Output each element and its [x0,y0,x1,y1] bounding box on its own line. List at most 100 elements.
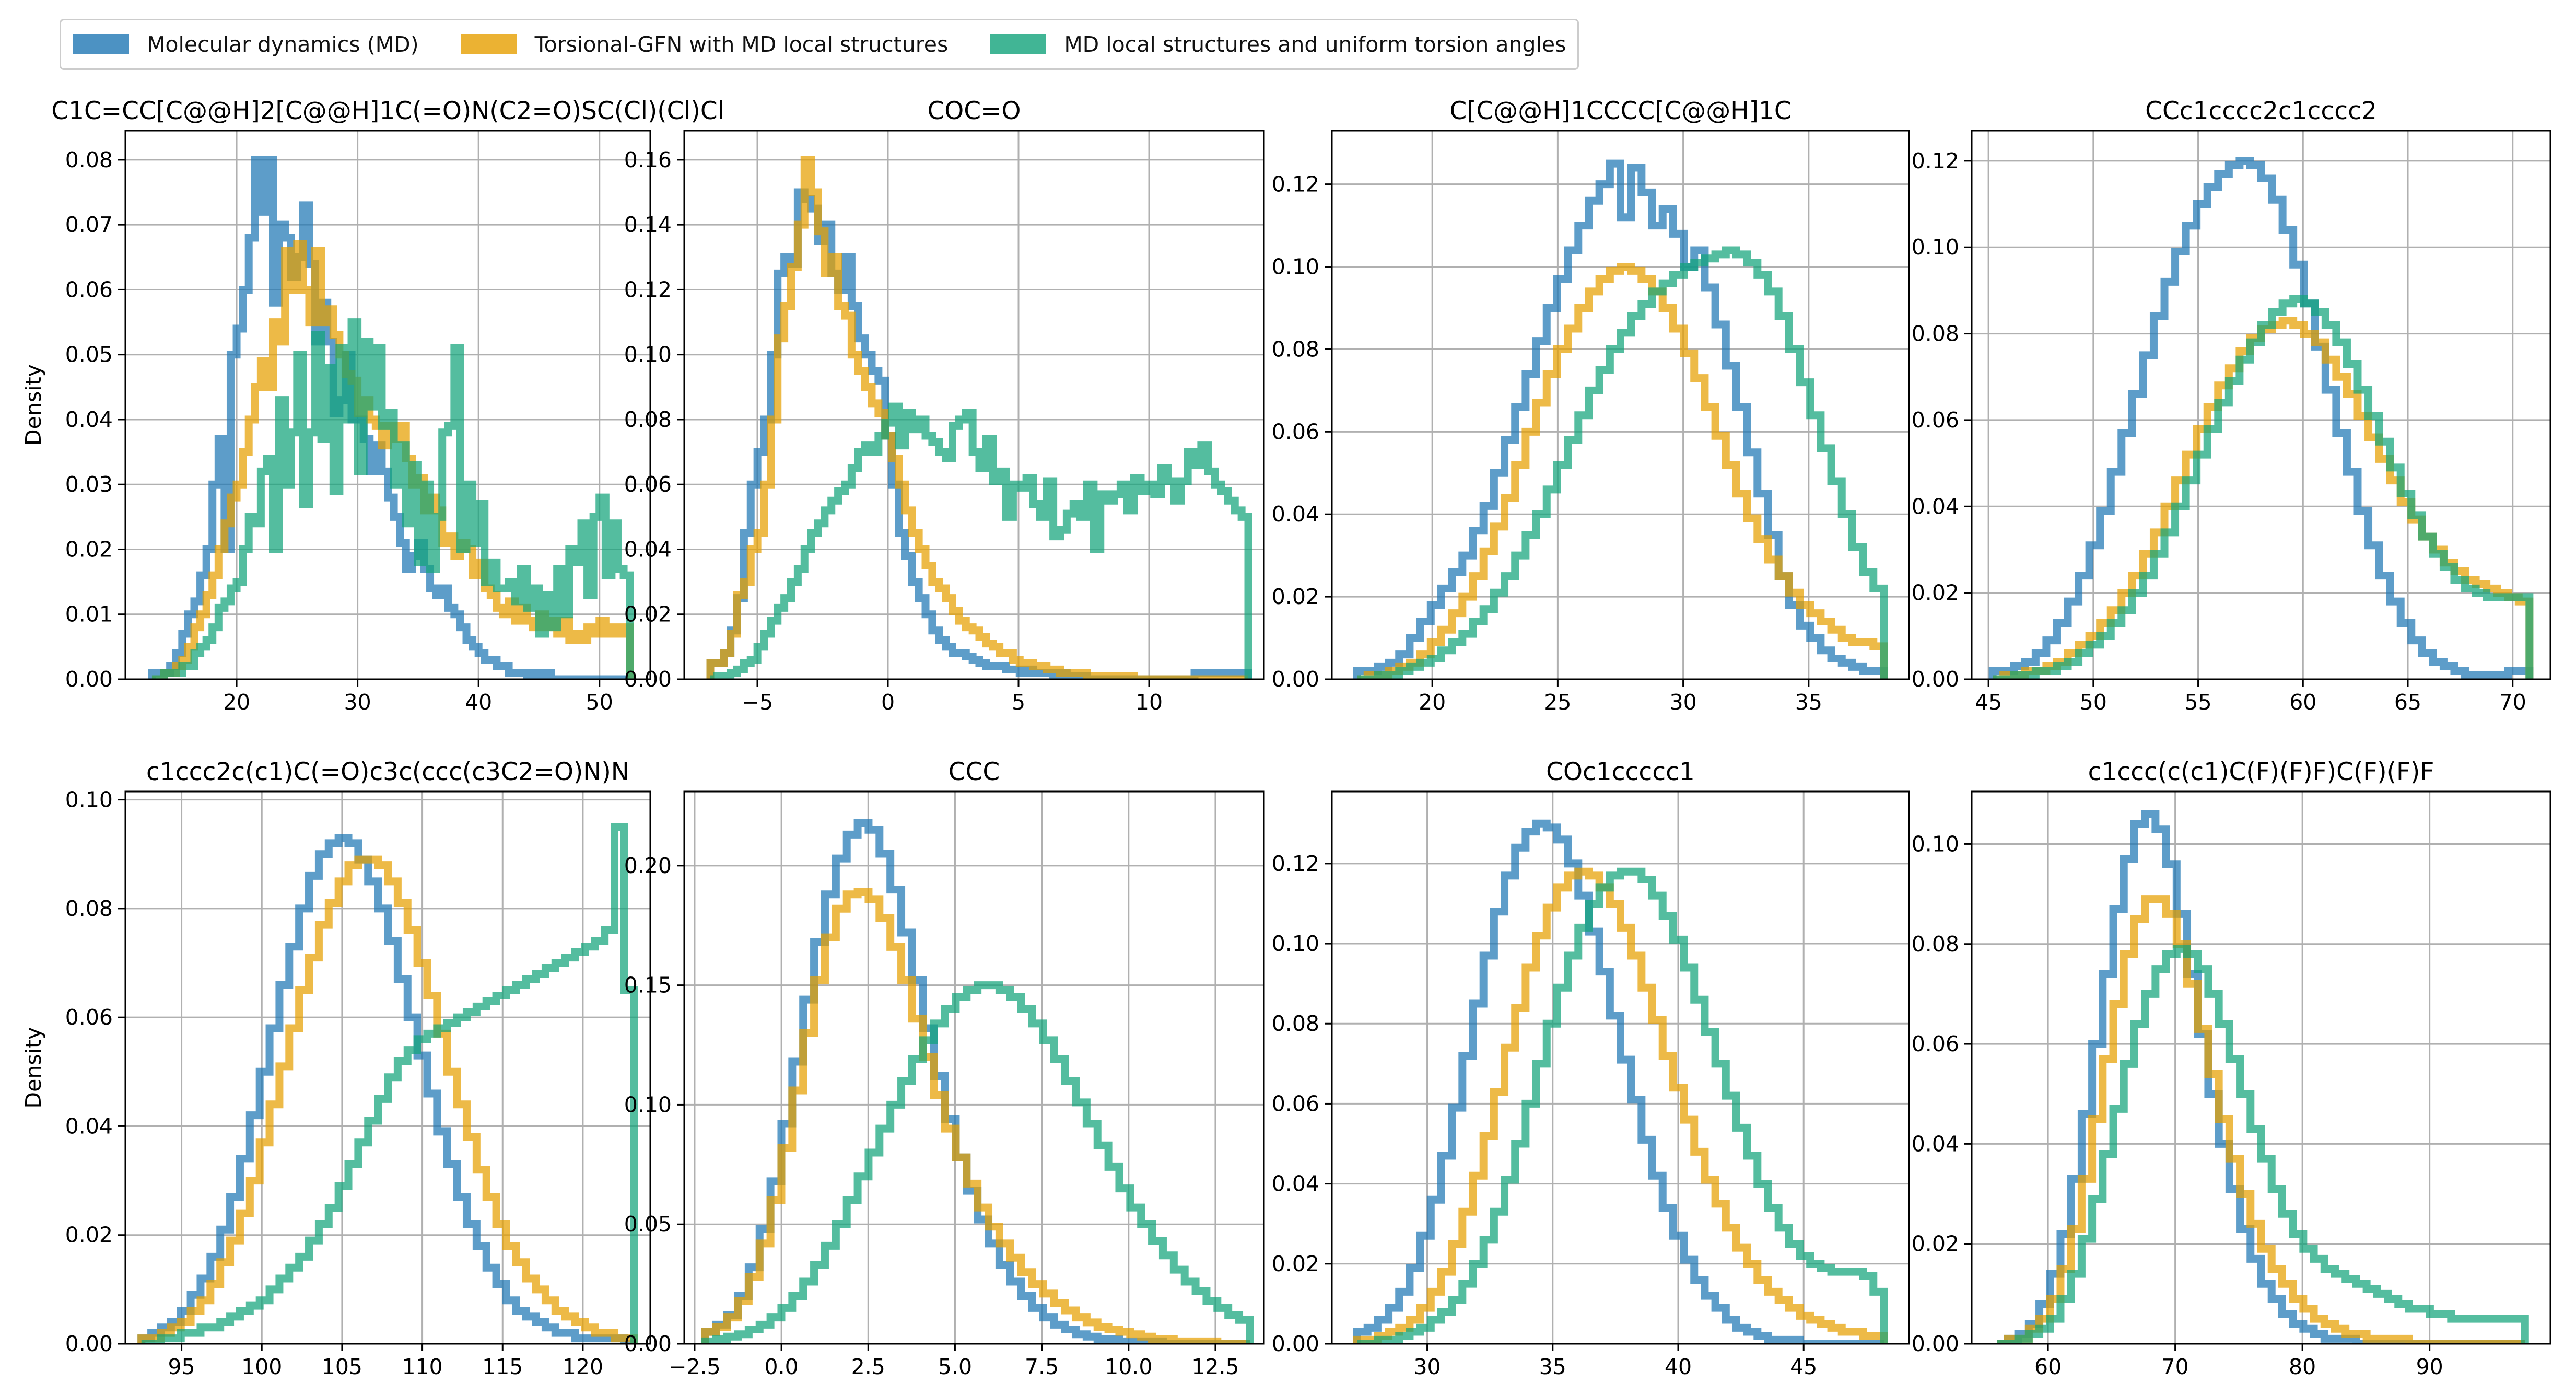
y-tick-label: 0.04 [1272,1171,1319,1196]
y-tick-label: 0.02 [1272,1251,1319,1276]
y-tick-label: 0.00 [65,1331,113,1356]
y-axis-label: Density [21,364,46,446]
histogram-series [137,834,635,1344]
y-tick-label: 0.06 [624,472,672,497]
histogram-series [701,818,1250,1344]
y-tick-label: 0.06 [65,277,113,302]
histogram-series [1993,317,2534,679]
x-tick-label: 105 [322,1354,362,1379]
histogram-series [1988,157,2534,679]
y-tick-label: 0.03 [65,472,113,497]
histogram-series [701,981,1254,1344]
x-tick-label: 7.5 [1025,1354,1059,1379]
x-tick-label: 55 [2184,690,2211,715]
y-tick-label: 0.06 [1912,1031,1959,1056]
chart-title: CCc1cccc2c1cccc2 [2145,97,2377,125]
y-tick-label: 0.16 [624,147,672,172]
x-tick-label: 95 [168,1354,195,1379]
y-tick-label: 0.08 [1272,1011,1319,1036]
x-tick-label: 12.5 [1191,1354,1239,1379]
x-tick-label: 2.5 [851,1354,885,1379]
chart-panel: 60 70 80 90 0.00 0.02 0.04 0.06 0.08 0.10 c1ccc(c(… [1912,758,2551,1379]
y-tick-label: 0.02 [1912,580,1959,606]
legend-item: Torsional-GFN with MD local structures [460,32,948,57]
histogram-series [1353,819,1884,1344]
x-tick-label: 35 [1795,690,1822,715]
histogram-series [1353,867,1888,1344]
y-tick-label: 0.06 [1272,1091,1319,1116]
axes-frame [124,791,651,1345]
histogram-series [706,156,1248,679]
y-tick-label: 0.06 [65,1005,113,1030]
y-tick-label: 0.00 [1272,667,1319,692]
x-tick-label: −2.5 [669,1354,721,1379]
histogram-series [151,318,634,679]
chart-title: C[C@@H]1CCCC[C@@H]1C [1449,97,1791,125]
histogram-series [710,402,1252,679]
y-tick-label: 0.10 [65,787,113,812]
x-tick-label: 50 [2080,690,2107,715]
chart-panel: 20 30 40 50 0.00 0.01 0.02 0.03 0.04 0.05 0.06 0.07… [21,97,724,715]
y-tick-label: 0.08 [624,407,672,432]
y-tick-label: 0.08 [65,147,113,172]
x-tick-label: 80 [2289,1354,2316,1379]
y-tick-label: 0.10 [1912,235,1959,260]
y-tick-label: 0.04 [1912,1131,1959,1156]
x-tick-label: 70 [2162,1354,2189,1379]
axes-frame [683,791,1265,1345]
y-tick-label: 0.10 [1272,254,1319,280]
axes-frame [1331,130,1910,680]
axes-frame [683,130,1265,680]
y-tick-label: 0.08 [1912,321,1959,346]
x-tick-label: 30 [1670,690,1697,715]
x-tick-label: 30 [1413,1354,1441,1379]
y-tick-label: 0.00 [1912,667,1959,692]
axes-frame [1331,791,1910,1345]
x-tick-label: 35 [1539,1354,1566,1379]
x-tick-label: 60 [2034,1354,2062,1379]
histogram-series [1997,945,2529,1344]
y-tick-label: 0.02 [65,537,113,562]
x-tick-label: 20 [223,690,250,715]
x-tick-label: 5.0 [938,1354,972,1379]
y-tick-label: 0.05 [624,1212,672,1237]
x-tick-label: 30 [344,690,371,715]
x-tick-label: 0.0 [764,1354,798,1379]
y-tick-label: 0.14 [624,212,672,237]
y-tick-label: 0.02 [624,602,672,627]
x-tick-label: 20 [1419,690,1446,715]
y-tick-label: 0.00 [1272,1331,1319,1356]
chart-title: COC=O [927,97,1021,125]
y-tick-label: 0.20 [624,853,672,878]
x-tick-label: 100 [241,1354,282,1379]
y-tick-label: 0.04 [1272,502,1319,527]
y-tick-label: 0.15 [624,973,672,998]
legend-swatch [460,34,517,54]
histogram-series [141,823,638,1344]
x-tick-label: 65 [2394,690,2421,715]
x-tick-label: 120 [563,1354,603,1379]
x-tick-label: 115 [482,1354,523,1379]
y-tick-label: 0.08 [1272,336,1319,362]
y-tick-label: 0.02 [65,1223,113,1248]
y-axis-label: Density [21,1027,46,1109]
y-tick-label: 0.10 [1912,831,1959,856]
axes-frame [1971,130,2551,680]
y-tick-label: 0.00 [65,667,113,692]
x-tick-label: 45 [1975,690,2002,715]
chart-panel: 20 25 30 35 0.00 0.02 0.04 0.06 0.08 0.10 0.12 C[C@… [1272,97,1910,715]
x-tick-label: 25 [1544,690,1571,715]
histogram-series [1997,810,2525,1344]
x-tick-label: 40 [465,690,492,715]
y-tick-label: 0.04 [65,1113,113,1138]
y-tick-label: 0.04 [65,407,113,432]
legend-label: Molecular dynamics (MD) [147,32,419,57]
legend-label: MD local structures and uniform torsion … [1064,32,1566,57]
chart-title: COc1ccccc1 [1546,758,1695,786]
y-tick-label: 0.08 [1912,932,1959,957]
y-tick-label: 0.08 [65,896,113,921]
histogram-series [1357,263,1888,679]
axes-frame [1971,791,2551,1345]
y-tick-label: 0.01 [65,602,113,627]
